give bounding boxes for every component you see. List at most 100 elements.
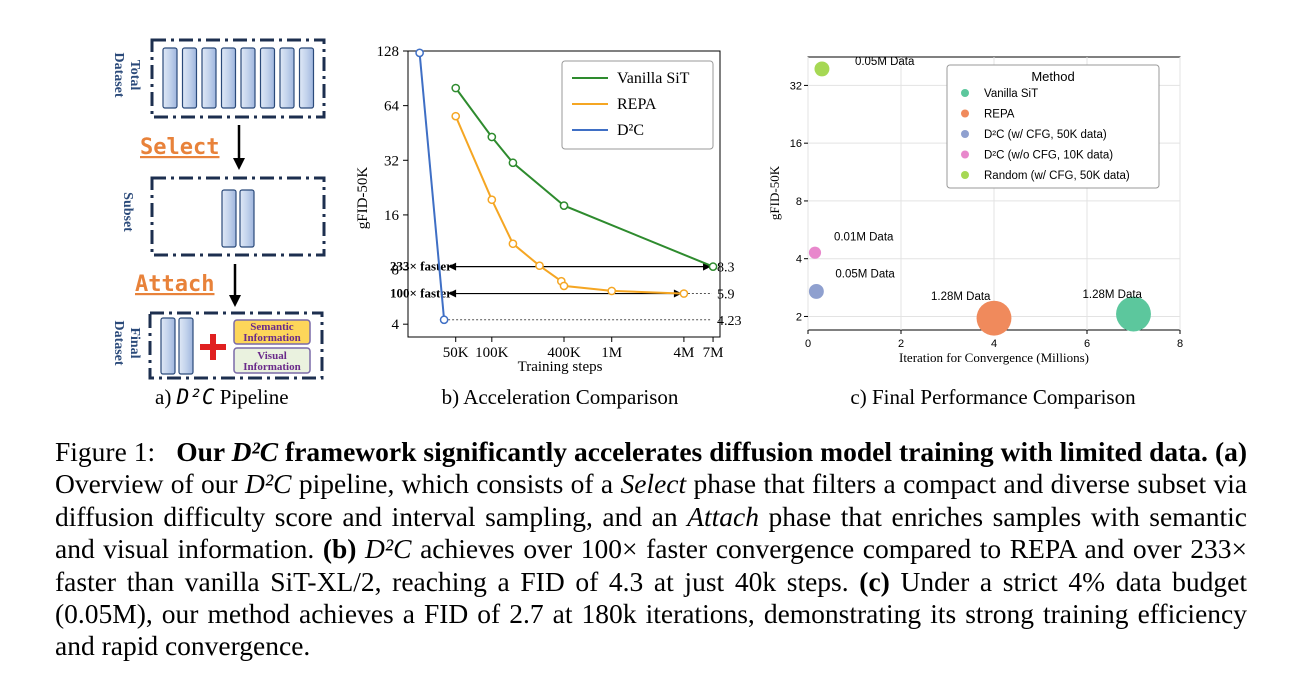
legend-marker <box>961 109 969 118</box>
y-tick-label: 8 <box>796 196 802 208</box>
legend-marker <box>961 130 969 138</box>
x-tick-label: 100K <box>475 345 509 361</box>
panel-c-caption: c) Final Performance Comparison <box>850 385 1136 409</box>
chart-b-legend <box>561 60 714 150</box>
x-tick-label: 50K <box>443 345 469 361</box>
total-dataset-label-2: Dataset <box>111 52 126 97</box>
dataset-bar <box>220 47 237 109</box>
subset-label: Subset <box>120 192 135 232</box>
value-label-8.3: 8.3 <box>717 261 735 276</box>
total-dataset-frame <box>150 38 326 119</box>
figure-caption: Figure 1: Our D²C framework significantl… <box>55 436 1247 663</box>
visual-info-box <box>233 347 311 374</box>
attach-step-label: Attach <box>135 272 214 297</box>
annotation-100x: 100× faster <box>390 286 452 301</box>
scatter-point <box>808 246 822 259</box>
data-point <box>439 315 449 325</box>
dataset-bar <box>298 47 315 109</box>
x-tick-label: 2 <box>898 338 904 350</box>
panel-c-performance-chart: 2 4 8 16 32 0 2 4 6 8 gFID-50K Iteration for Con… <box>767 56 1183 409</box>
value-label-4.23: 4.23 <box>717 314 742 329</box>
dataset-bar <box>181 47 198 109</box>
legend-marker <box>961 171 969 179</box>
scatter-point <box>814 61 830 77</box>
panel-a-pipeline: Total Dataset Select Subset Attach Final… <box>111 38 326 409</box>
total-dataset-label-1: Total <box>127 60 142 91</box>
legend-label: D²C (w/ CFG, 50K data) <box>984 129 1107 141</box>
y-tick-label: 8 <box>392 263 400 279</box>
arrow-233x-head <box>703 262 712 271</box>
panel-a-caption: a) D²C Pipeline <box>155 385 289 409</box>
data-point <box>708 262 718 271</box>
data-point <box>559 201 569 210</box>
x-tick-label: 7M <box>703 345 724 361</box>
data-point <box>607 286 617 296</box>
chart-c-xlabel: Iteration for Convergence (Millions) <box>899 350 1089 365</box>
annotation-233x: 233× faster <box>390 259 452 274</box>
y-tick-label: 2 <box>796 311 802 323</box>
figure-1: Total Dataset Select Subset Attach Final… <box>111 38 1183 409</box>
legend-label: REPA <box>984 109 1015 121</box>
final-dataset-frame <box>148 311 324 380</box>
x-tick-label: 8 <box>1177 338 1183 350</box>
x-tick-label: 4 <box>991 338 997 350</box>
legend-label: Vanilla SiT <box>617 70 690 87</box>
dataset-bar <box>162 47 178 109</box>
visual-info-line-1: Visual <box>257 350 287 362</box>
final-bar <box>178 317 194 375</box>
select-arrow-head <box>233 158 245 170</box>
chart-c-ylabel: gFID-50K <box>767 165 782 220</box>
data-point <box>559 281 569 291</box>
scatter-point <box>976 300 1012 336</box>
panel-b-caption: b) Acceleration Comparison <box>442 385 679 409</box>
data-point <box>679 289 689 298</box>
point-label: 1.28M Data <box>1083 289 1143 301</box>
legend-label: D²C <box>617 122 644 139</box>
data-point <box>415 48 424 58</box>
data-point <box>487 195 497 205</box>
semantic-info-line-1: Semantic <box>250 321 294 333</box>
chart-c-legend <box>946 64 1160 189</box>
point-label: 0.05M Data <box>855 56 915 68</box>
total-dataset-bars <box>162 47 315 109</box>
legend-label: Vanilla SiT <box>984 88 1038 100</box>
point-label: 0.05M Data <box>835 268 895 280</box>
series-line <box>418 52 446 320</box>
legend-marker <box>961 89 969 97</box>
semantic-info-box <box>233 319 311 345</box>
legend-label: REPA <box>617 96 657 113</box>
caption-paragraph: Figure 1: Our D²C framework significantl… <box>55 436 1248 662</box>
arrow-233x-head <box>448 262 457 271</box>
data-point <box>451 83 461 93</box>
y-tick-label: 4 <box>796 254 802 266</box>
chart-b-xlabel: Training steps <box>518 359 603 375</box>
y-tick-label: 4 <box>392 317 400 333</box>
x-tick-label: 1M <box>601 345 622 361</box>
data-point <box>451 111 461 121</box>
y-tick-label: 16 <box>790 138 802 150</box>
y-tick-label: 64 <box>384 99 400 115</box>
data-point <box>508 158 518 168</box>
dataset-bar <box>201 47 217 109</box>
panel-b-acceleration-chart: 4 8 16 32 64 128 50K 100K 400K 1M 4M 7M gFID-50K T… <box>355 44 742 409</box>
scatter-point <box>1116 296 1151 332</box>
legend-label: D²C (w/o CFG, 10K data) <box>984 150 1113 162</box>
arrow-100x-head <box>448 289 457 298</box>
final-bar <box>160 317 176 375</box>
figure-label: Figure 1: <box>55 436 156 467</box>
subset-frame <box>150 176 326 257</box>
point-label: 0.01M Data <box>834 232 894 244</box>
x-tick-label: 400K <box>547 345 581 361</box>
data-point <box>535 261 544 271</box>
semantic-info-line-2: Information <box>243 332 300 344</box>
chart-b-ylabel: gFID-50K <box>355 167 371 230</box>
legend-marker <box>961 150 969 159</box>
attach-arrow-head <box>229 295 241 307</box>
scatter-point <box>808 283 824 299</box>
final-dataset-label-2: Dataset <box>111 320 126 365</box>
visual-info-line-2: Information <box>243 361 300 373</box>
x-tick-label: 0 <box>805 338 811 350</box>
y-tick-label: 128 <box>377 44 400 60</box>
plus-icon <box>200 334 226 360</box>
subset-bar <box>239 189 255 248</box>
